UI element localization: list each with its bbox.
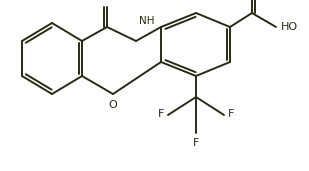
- Text: O: O: [103, 0, 111, 2]
- Text: F: F: [228, 109, 234, 119]
- Text: O: O: [109, 100, 117, 110]
- Text: NH: NH: [139, 16, 154, 26]
- Text: F: F: [158, 109, 164, 119]
- Text: F: F: [193, 138, 199, 148]
- Text: HO: HO: [281, 22, 298, 32]
